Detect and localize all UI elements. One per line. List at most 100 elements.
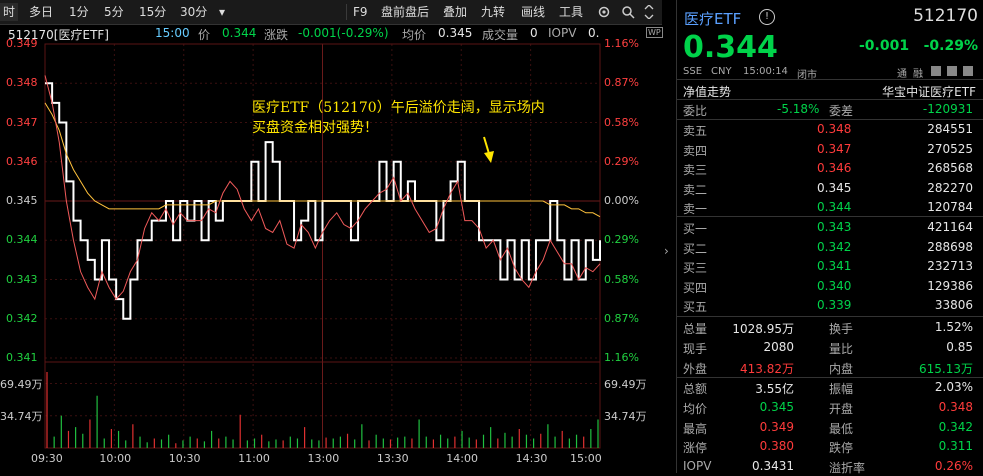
- price-label: 价: [198, 28, 211, 42]
- x-axis-tick: 15:00: [570, 452, 602, 465]
- quote-time: 15:00: [155, 26, 190, 40]
- x-axis-tick: 10:30: [168, 452, 201, 465]
- wp-badge[interactable]: WP: [646, 27, 663, 38]
- ask-row[interactable]: 卖四 0.347 270525: [677, 141, 977, 158]
- ask-label: 卖三: [683, 163, 708, 178]
- stat-row: 最高 0.349 最低 0.342: [677, 419, 977, 436]
- y-axis-tick-left: 0.342: [6, 311, 38, 325]
- y-axis-tick-left: 0.347: [6, 115, 38, 129]
- stat-value: 0.26%: [934, 459, 973, 474]
- x-axis-tick: 13:00: [307, 452, 340, 465]
- y-axis-tick-right: 0.00%: [604, 194, 639, 207]
- period-tab-intraday[interactable]: 时: [0, 3, 19, 21]
- ask-volume: 120784: [927, 200, 973, 215]
- ask-row[interactable]: 卖三 0.346 268568: [677, 160, 977, 177]
- ask-row[interactable]: 卖一 0.344 120784: [677, 199, 977, 216]
- iopv-line: [44, 75, 601, 301]
- stat-value: 2.03%: [934, 380, 973, 394]
- stat-value: 3.55亿: [755, 382, 794, 396]
- stat-label: 振幅: [829, 382, 854, 396]
- index-name[interactable]: 华宝中证医疗ETF: [882, 85, 976, 99]
- period-tab-30min[interactable]: 30分: [180, 5, 208, 19]
- stat-value: 2080: [763, 339, 794, 354]
- y-axis-tick-right: 0.29%: [604, 154, 639, 168]
- y-axis-tick-right: 1.16%: [604, 37, 639, 50]
- panel-toggle-icon[interactable]: ›: [664, 244, 669, 258]
- settings-icon[interactable]: [594, 3, 614, 21]
- stat-value: 1028.95万: [732, 322, 794, 336]
- bid-row[interactable]: 买三 0.341 232713: [677, 258, 977, 275]
- stat-label: 换手: [829, 322, 854, 336]
- panel-time: 15:00:14: [743, 66, 788, 77]
- stat-row: 现手 2080 量比 0.85: [677, 339, 977, 356]
- period-tab-multiday[interactable]: 多日: [29, 5, 54, 19]
- stat-value: 0.3431: [752, 459, 794, 474]
- bid-label: 买四: [683, 280, 708, 295]
- x-axis-tick: 09:30: [31, 452, 63, 465]
- search-icon[interactable]: [618, 3, 638, 21]
- avg-label: 均价: [402, 28, 427, 42]
- bid-label: 买一: [683, 222, 708, 236]
- ask-label: 卖四: [683, 143, 708, 158]
- stat-value: 615.13万: [919, 361, 973, 376]
- draw-line-button[interactable]: 画线: [521, 5, 546, 19]
- period-tab-1min[interactable]: 1分: [69, 5, 89, 19]
- bid-volume: 33806: [934, 298, 973, 313]
- iopv-value: 0.: [588, 26, 600, 40]
- y-axis-tick-left: 0.346: [6, 154, 38, 168]
- period-tab-5min[interactable]: 5分: [104, 5, 124, 19]
- bid-row[interactable]: 买一 0.343 421164: [677, 219, 977, 236]
- stat-label: IOPV: [683, 459, 712, 474]
- edit-icon[interactable]: [931, 66, 941, 76]
- stat-row: 涨停 0.380 跌停 0.311: [677, 438, 977, 455]
- bid-row[interactable]: 买四 0.340 129386: [677, 278, 977, 295]
- more-icon[interactable]: [963, 66, 973, 76]
- quote-panel: 医疗ETF ! 512170 0.344 -0.001 -0.29% SSE C…: [676, 0, 983, 475]
- bid-row[interactable]: 买五 0.339 33806: [677, 297, 977, 314]
- info-icon[interactable]: !: [759, 9, 775, 25]
- expand-icon[interactable]: [640, 3, 658, 21]
- nav-trend-link[interactable]: 净值走势: [683, 85, 732, 99]
- ask-volume: 282270: [927, 180, 973, 195]
- stat-label: 总额: [683, 382, 708, 396]
- nine-turn-button[interactable]: 九转: [481, 5, 506, 19]
- weibi-label: 委比: [683, 104, 708, 118]
- y-axis-tick-right: 0.87%: [604, 76, 639, 90]
- ask-volume: 270525: [927, 141, 973, 156]
- volume-value: 0: [530, 26, 538, 40]
- ask-row[interactable]: 卖五 0.348 284551: [677, 121, 977, 138]
- tong-badge: 通: [897, 69, 907, 80]
- stat-value: 413.82万: [740, 361, 794, 376]
- y-axis-tick-left: 0.341: [6, 351, 38, 364]
- bid-label: 买二: [683, 241, 708, 256]
- tools-button[interactable]: 工具: [559, 5, 584, 19]
- ask-price: 0.347: [817, 141, 852, 156]
- stat-row: 总额 3.55亿 振幅 2.03%: [677, 379, 977, 396]
- stat-row: IOPV 0.3431 溢折率 0.26%: [677, 458, 977, 475]
- overlay-button[interactable]: 叠加: [443, 5, 468, 19]
- premarket-button[interactable]: 盘前盘后: [381, 5, 430, 19]
- stat-label: 外盘: [683, 361, 708, 376]
- y-axis-tick-left: 0.344: [6, 233, 38, 247]
- stat-label: 开盘: [829, 401, 854, 416]
- bid-price: 0.343: [817, 220, 852, 234]
- currency: CNY: [711, 66, 732, 77]
- stat-value: 0.349: [759, 419, 794, 434]
- stat-label: 均价: [683, 401, 708, 416]
- bid-row[interactable]: 买二 0.342 288698: [677, 239, 977, 256]
- iopv-label: IOPV: [548, 26, 577, 40]
- bid-label: 买五: [683, 300, 708, 315]
- intraday-chart[interactable]: [0, 41, 662, 473]
- ask-row[interactable]: 卖二 0.345 282270: [677, 180, 977, 197]
- x-axis-tick: 13:30: [376, 452, 409, 465]
- bid-volume: 421164: [927, 220, 973, 234]
- period-more-dropdown[interactable]: ▾: [219, 5, 226, 19]
- share-icon[interactable]: [947, 66, 957, 76]
- stat-label: 量比: [829, 341, 854, 356]
- f9-button[interactable]: F9: [353, 5, 368, 19]
- bid-price: 0.339: [817, 298, 852, 313]
- bid-price: 0.342: [817, 239, 852, 254]
- exchange: SSE: [683, 66, 703, 77]
- period-tab-15min[interactable]: 15分: [139, 5, 167, 19]
- stat-label: 总量: [683, 322, 708, 336]
